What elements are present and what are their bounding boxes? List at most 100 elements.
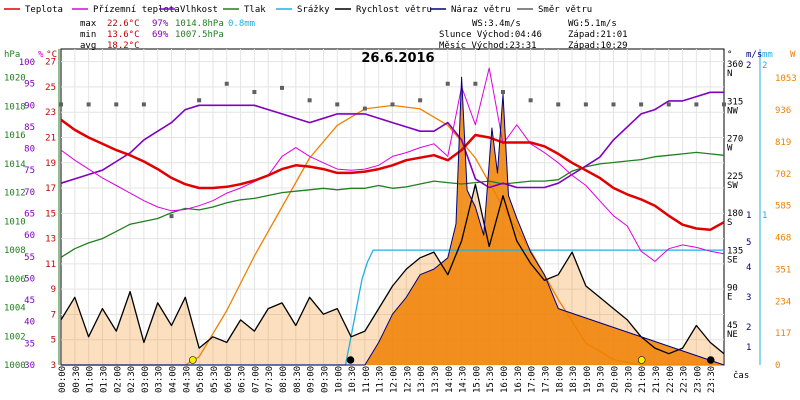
tick-label-temp: 21 bbox=[45, 133, 56, 143]
tick-label-x: 21:30 bbox=[652, 366, 662, 393]
tick-label-x: 17:30 bbox=[541, 366, 551, 393]
tick-label-x: 06:00 bbox=[224, 366, 234, 393]
tick-label-mm: 2 bbox=[762, 61, 767, 71]
tick-label-x: 09:00 bbox=[307, 366, 317, 393]
series-layer bbox=[59, 67, 726, 366]
tick-label-w: 819 bbox=[775, 138, 791, 148]
tick-label-w: 468 bbox=[775, 234, 791, 244]
wind-dir-point bbox=[611, 102, 616, 107]
wind-dir-point bbox=[280, 85, 284, 90]
chart-title: 26.6.2016 bbox=[361, 51, 434, 66]
wind-dir-point bbox=[307, 98, 312, 103]
tick-label-hpa: 1020 bbox=[4, 74, 26, 84]
tick-label-temp: 3 bbox=[51, 361, 56, 371]
tick-label-pct: 95 bbox=[24, 80, 35, 90]
tick-label-w: 585 bbox=[775, 202, 791, 212]
tick-label-temp: 17 bbox=[45, 184, 56, 194]
tick-label-dir-name: E bbox=[727, 293, 732, 303]
legend-label: Srážky bbox=[297, 5, 330, 15]
tick-label-x: 02:30 bbox=[127, 366, 137, 393]
wind-dir-point bbox=[473, 81, 478, 86]
tick-label-pct: 65 bbox=[24, 209, 35, 219]
tick-label-x: 08:30 bbox=[293, 366, 303, 393]
tick-label-w: 351 bbox=[775, 265, 791, 275]
tick-label-ms: 1 bbox=[746, 343, 751, 353]
tick-label-dir: 90 bbox=[727, 284, 738, 294]
moonrise-marker bbox=[706, 356, 715, 364]
axis-label-x: čas bbox=[733, 370, 749, 381]
tick-label-x: 18:30 bbox=[569, 366, 579, 393]
tick-label-w: 234 bbox=[775, 297, 791, 307]
tick-label-pct: 75 bbox=[24, 166, 35, 176]
tick-label-x: 14:00 bbox=[445, 366, 455, 393]
tick-label-x: 21:00 bbox=[638, 366, 648, 393]
tick-label-x: 11:30 bbox=[376, 366, 386, 393]
info-sun-rise: Slunce Východ:04:46 bbox=[439, 30, 542, 40]
tick-label-x: 00:30 bbox=[72, 366, 82, 393]
tick-label-hpa: 1010 bbox=[4, 217, 26, 227]
tick-label-x: 10:30 bbox=[348, 366, 358, 393]
tick-label-x: 15:00 bbox=[472, 366, 482, 393]
stat-max-temp: 22.6°C bbox=[107, 19, 140, 29]
wind-dir-point bbox=[252, 90, 257, 95]
tick-label-ms: 2 bbox=[746, 61, 751, 71]
stat-max-label: max bbox=[80, 19, 97, 29]
sunset-marker bbox=[637, 356, 646, 364]
legend-label: Přízemní teplota bbox=[93, 5, 180, 15]
tick-label-x: 10:00 bbox=[334, 366, 344, 393]
tick-label-pct: 100 bbox=[19, 58, 35, 68]
tick-label-ms: 5 bbox=[746, 238, 751, 248]
tick-label-x: 08:00 bbox=[279, 366, 289, 393]
wind-dir-point bbox=[362, 106, 367, 111]
axis-unit-temp: °C bbox=[46, 50, 57, 60]
tick-label-x: 03:30 bbox=[155, 366, 165, 393]
stat-min-label: min bbox=[80, 30, 96, 40]
tick-label-pct: 90 bbox=[24, 101, 35, 111]
wind-dir-point bbox=[114, 102, 119, 107]
tick-label-dir-name: S bbox=[727, 218, 732, 228]
stat-min-press: 1007.5hPa bbox=[175, 30, 224, 40]
series-line-sluneční-záření bbox=[61, 104, 724, 366]
tick-label-x: 04:30 bbox=[182, 366, 192, 393]
tick-label-w: 0 bbox=[775, 361, 780, 371]
tick-label-dir-name: W bbox=[727, 144, 733, 154]
series-line-náraz-větru bbox=[61, 76, 725, 366]
tick-label-pct: 80 bbox=[24, 145, 35, 155]
tick-label-x: 13:00 bbox=[417, 366, 427, 393]
wind-dir-point bbox=[501, 90, 505, 95]
tick-label-pct: 35 bbox=[24, 339, 35, 349]
series-line-rychlost-větru bbox=[60, 183, 725, 355]
tick-label-ms: 2 bbox=[746, 323, 751, 333]
tick-label-x: 07:30 bbox=[265, 366, 275, 393]
tick-label-w: 117 bbox=[775, 329, 791, 339]
legend-label: Náraz větru bbox=[451, 5, 511, 15]
tick-label-hpa: 1014 bbox=[4, 160, 26, 170]
wind-dir-point bbox=[335, 102, 340, 107]
stat-max-hum: 97% bbox=[152, 19, 169, 29]
wind-dir-point bbox=[224, 81, 229, 86]
tick-label-ms: 3 bbox=[746, 293, 751, 303]
tick-label-dir-name: SE bbox=[727, 255, 738, 265]
tick-label-pct: 40 bbox=[24, 318, 35, 328]
tick-label-temp: 9 bbox=[51, 285, 56, 295]
tick-label-temp: 23 bbox=[45, 108, 56, 118]
tick-label-temp: 15 bbox=[45, 209, 56, 219]
tick-label-x: 19:00 bbox=[583, 366, 593, 393]
axis-unit-hpa: hPa bbox=[4, 50, 20, 60]
tick-label-temp: 13 bbox=[45, 235, 56, 245]
tick-label-x: 04:00 bbox=[169, 366, 179, 393]
tick-label-pct: 85 bbox=[24, 123, 35, 133]
tick-label-pct: 50 bbox=[24, 274, 35, 284]
tick-label-pct: 55 bbox=[24, 253, 35, 263]
tick-label-dir: 45 bbox=[727, 321, 738, 331]
tick-label-pct: 30 bbox=[24, 361, 35, 371]
info-block: WS:3.4m/s WG:5.1m/s Slunce Východ:04:46 … bbox=[439, 19, 628, 51]
stat-min-temp: 13.6°C bbox=[107, 30, 140, 40]
tick-label-x: 13:30 bbox=[431, 366, 441, 393]
wind-dir-point bbox=[445, 81, 450, 86]
x-axis: 00:00 00:30 01:00 01:30 02:00 02:30 03:00 03:30… bbox=[58, 366, 749, 393]
tick-label-hpa: 1018 bbox=[4, 102, 26, 112]
tick-label-temp: 5 bbox=[51, 336, 56, 346]
tick-label-x: 23:00 bbox=[693, 366, 703, 393]
tick-label-x: 01:00 bbox=[86, 366, 96, 393]
